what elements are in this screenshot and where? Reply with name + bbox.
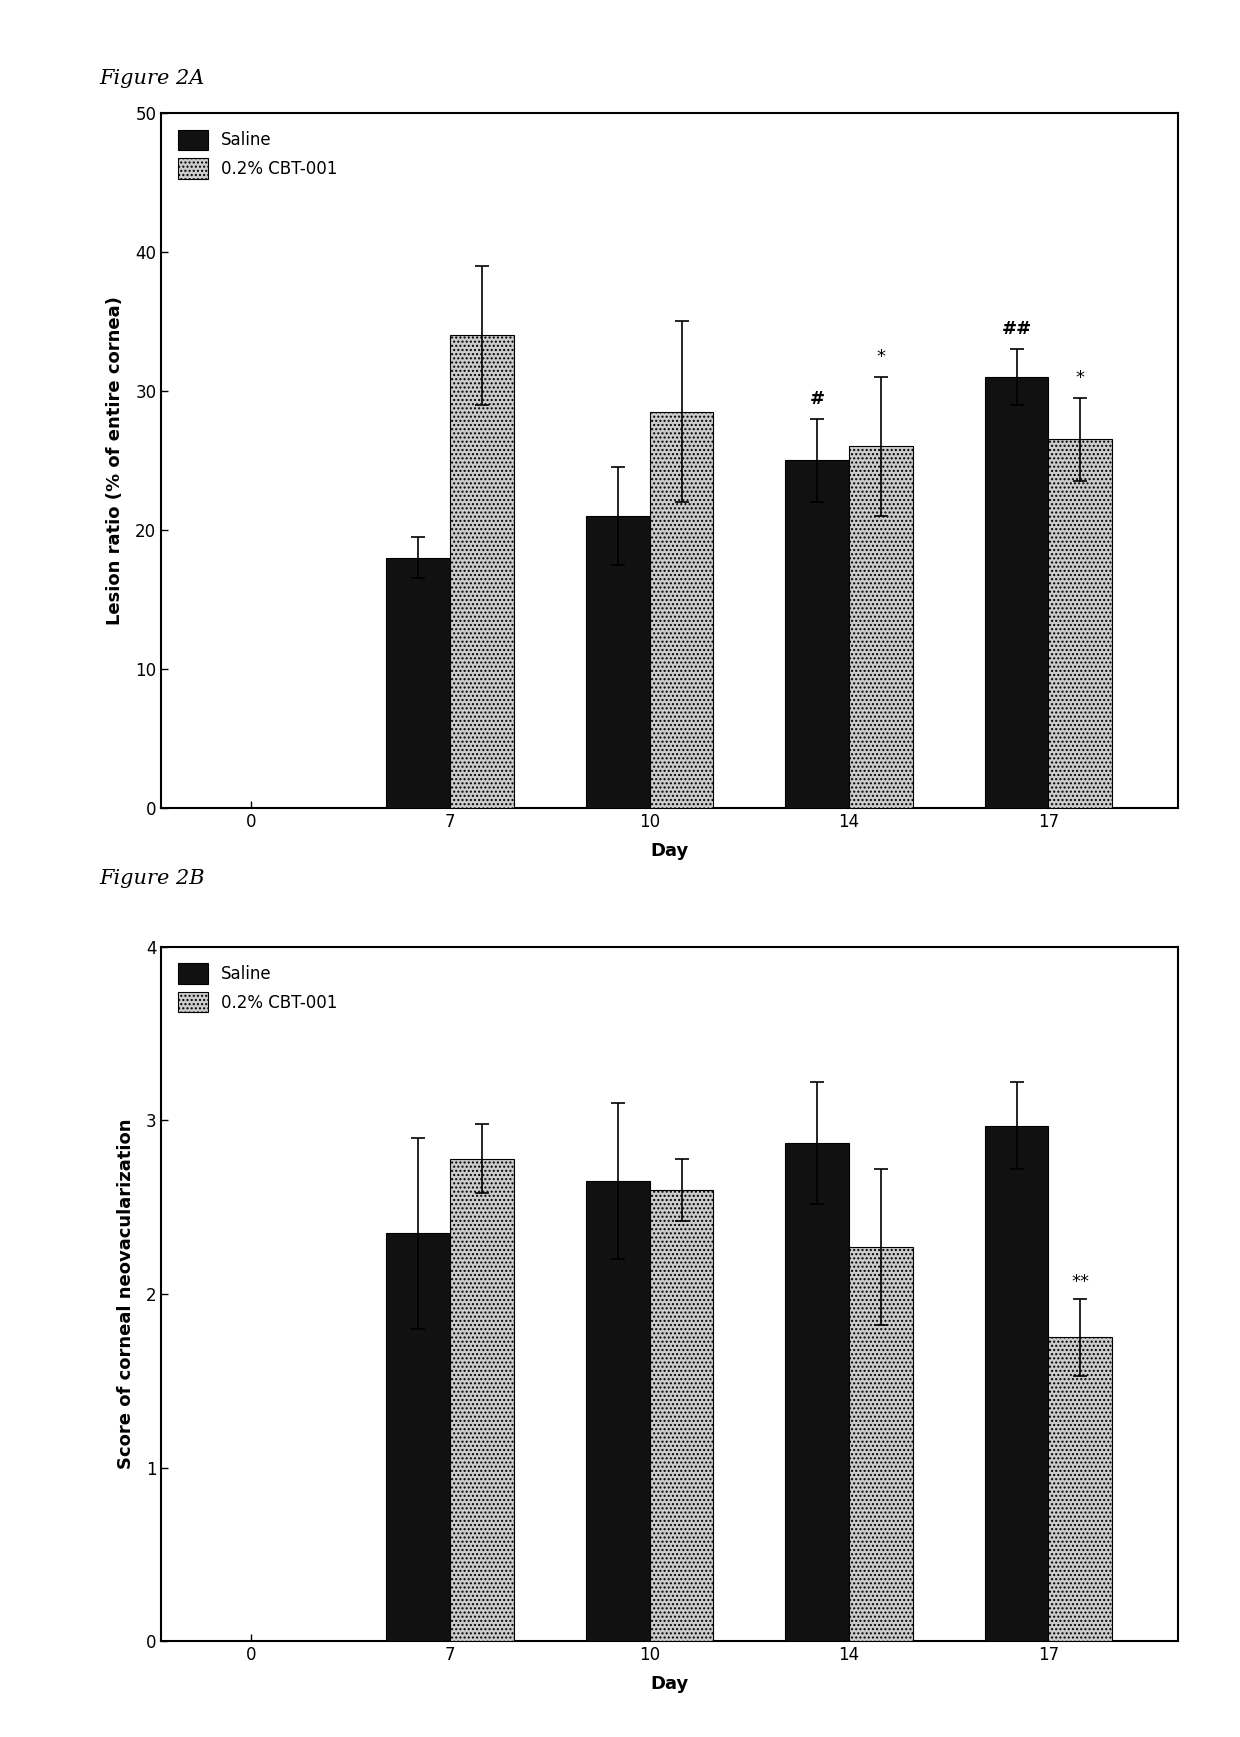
Legend: Saline, 0.2% CBT-001: Saline, 0.2% CBT-001 <box>170 955 346 1021</box>
Bar <box>387 558 450 808</box>
X-axis label: Day: Day <box>651 842 688 860</box>
Bar <box>985 377 1048 808</box>
Y-axis label: Score of corneal neovacularization: Score of corneal neovacularization <box>117 1119 135 1470</box>
Bar <box>585 516 650 808</box>
Bar <box>985 1126 1048 1641</box>
Text: Figure 2B: Figure 2B <box>99 868 205 888</box>
Bar <box>849 1247 913 1641</box>
Y-axis label: Lesion ratio (% of entire cornea): Lesion ratio (% of entire cornea) <box>107 295 124 625</box>
Text: *: * <box>1076 368 1085 387</box>
X-axis label: Day: Day <box>651 1676 688 1694</box>
Text: Figure 2A: Figure 2A <box>99 69 205 89</box>
Bar <box>785 1143 849 1641</box>
Text: *: * <box>877 347 885 367</box>
Bar <box>450 335 515 808</box>
Bar <box>849 446 913 808</box>
Bar <box>650 412 713 808</box>
Bar <box>387 1233 450 1641</box>
Text: #: # <box>810 389 825 408</box>
Bar <box>450 1159 515 1641</box>
Text: **: ** <box>1071 1273 1089 1291</box>
Bar <box>585 1181 650 1641</box>
Bar <box>1048 439 1112 808</box>
Text: ##: ## <box>1002 320 1032 339</box>
Bar <box>1048 1337 1112 1641</box>
Legend: Saline, 0.2% CBT-001: Saline, 0.2% CBT-001 <box>170 122 346 188</box>
Bar <box>650 1190 713 1641</box>
Bar <box>785 460 849 808</box>
